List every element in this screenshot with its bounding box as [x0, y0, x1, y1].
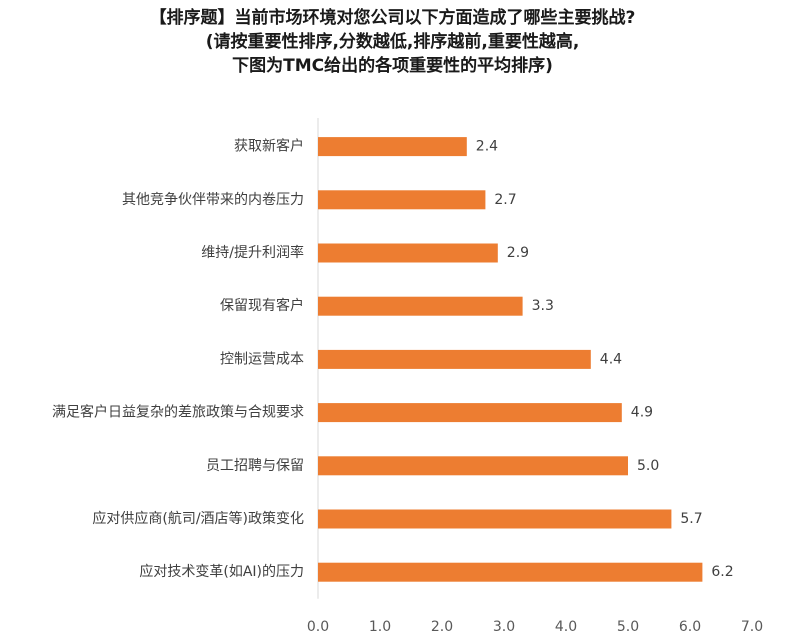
x-tick-label: 1.0	[369, 619, 391, 635]
data-label: 4.9	[631, 405, 653, 421]
category-label: 获取新客户	[234, 138, 304, 155]
x-tick-label: 0.0	[307, 619, 329, 635]
bar	[318, 243, 498, 263]
category-label: 其他竞争伙伴带来的内卷压力	[122, 191, 304, 208]
x-tick-label: 3.0	[493, 619, 515, 635]
data-label: 2.7	[494, 192, 516, 208]
x-tick-label: 5.0	[617, 619, 639, 635]
data-label: 5.0	[637, 458, 659, 474]
data-label: 2.9	[507, 245, 529, 261]
x-tick-label: 6.0	[679, 619, 701, 635]
bar	[318, 403, 622, 423]
chart-title-line-2: (请按重要性排序,分数越低,排序越前,重要性越高,	[205, 32, 580, 52]
chart-title-line-1: 【排序题】当前市场环境对您公司以下方面造成了哪些主要挑战?	[149, 8, 636, 28]
data-label: 5.7	[680, 511, 702, 527]
data-label: 4.4	[600, 351, 622, 367]
bar	[318, 190, 486, 210]
category-label: 控制运营成本	[220, 351, 304, 367]
category-label: 员工招聘与保留	[206, 458, 304, 474]
bar	[318, 509, 672, 529]
category-label: 保留现有客户	[220, 297, 304, 314]
data-label: 3.3	[532, 298, 554, 314]
x-tick-label: 7.0	[741, 619, 763, 635]
chart-title-line-3: 下图为TMC给出的各项重要性的平均排序)	[232, 56, 553, 76]
category-label: 满足客户日益复杂的差旅政策与合规要求	[52, 404, 304, 421]
bar	[318, 349, 591, 369]
category-label: 应对技术变革(如AI)的压力	[139, 563, 304, 580]
bar	[318, 562, 703, 582]
category-label: 维持/提升利润率	[201, 244, 304, 261]
x-tick-label: 2.0	[431, 619, 453, 635]
data-label: 6.2	[711, 564, 733, 580]
bar	[318, 137, 467, 157]
chart-title: 【排序题】当前市场环境对您公司以下方面造成了哪些主要挑战? (请按重要性排序,分…	[0, 6, 785, 78]
category-label: 应对供应商(航司/酒店等)政策变化	[92, 510, 304, 527]
x-tick-label: 4.0	[555, 619, 577, 635]
data-label: 2.4	[476, 139, 498, 155]
bar	[318, 296, 523, 316]
bar	[318, 456, 628, 476]
